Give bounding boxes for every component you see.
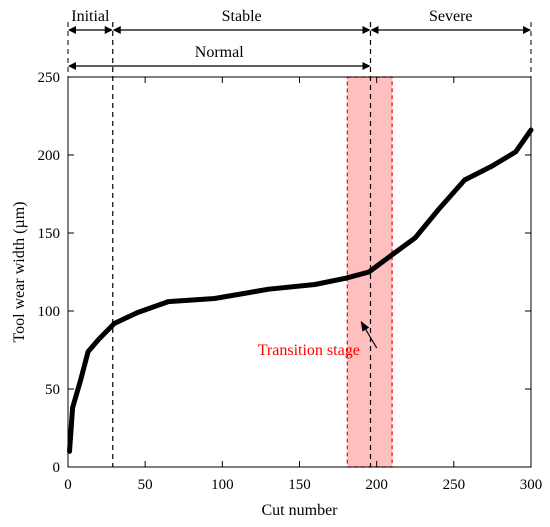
- data-point: [391, 254, 393, 256]
- stage-boundary-lines: [67, 22, 532, 467]
- stage-initial-label: Initial: [71, 8, 110, 25]
- stage-stable-label: Stable: [222, 8, 262, 25]
- data-point: [530, 129, 532, 131]
- stage-severe-arrowhead: [523, 26, 531, 34]
- data-point: [167, 301, 169, 303]
- stage-arrows: Initial Stable Severe Normal: [68, 8, 531, 70]
- x-tick-label: 50: [138, 477, 153, 493]
- data-point: [345, 277, 347, 279]
- x-tick-label: 150: [288, 477, 311, 493]
- stage-normal-arrowhead: [68, 62, 76, 70]
- y-tick-label: 250: [38, 70, 61, 86]
- stage-severe-arrowhead: [370, 26, 379, 34]
- transition-stage-arrow: [360, 321, 378, 349]
- stage-stable-arrowhead: [362, 26, 371, 34]
- x-axis-label: Cut number: [262, 502, 339, 519]
- x-tick-label: 250: [443, 477, 466, 493]
- stage-severe-label: Severe: [429, 8, 473, 25]
- data-point: [72, 407, 74, 409]
- data-point: [515, 151, 517, 153]
- x-tick-label: 0: [64, 477, 72, 493]
- y-tick-label: 0: [53, 460, 61, 476]
- stage-initial-arrowhead: [68, 26, 76, 34]
- data-point: [87, 351, 89, 353]
- data-point: [214, 298, 216, 300]
- data-point: [136, 312, 138, 314]
- data-point: [368, 271, 370, 273]
- x-tick-label: 100: [211, 477, 234, 493]
- x-tick-label: 300: [520, 477, 543, 493]
- tool-wear-points: [69, 129, 532, 452]
- stage-initial-arrowhead: [104, 26, 113, 34]
- y-tick-label: 100: [38, 304, 61, 320]
- data-point: [79, 380, 81, 382]
- x-axis-ticks: 0 50 100 150 200 250 300: [64, 77, 542, 493]
- plot-frame: [67, 76, 532, 468]
- x-tick-label: 200: [365, 477, 388, 493]
- data-point: [113, 322, 115, 324]
- data-point: [268, 288, 270, 290]
- y-tick-label: 200: [38, 148, 61, 164]
- y-axis-ticks: 0 50 100 150 200 250: [38, 70, 531, 476]
- data-point: [314, 283, 316, 285]
- y-tick-label: 150: [38, 226, 61, 242]
- y-tick-label: 50: [45, 382, 60, 398]
- stage-stable-arrowhead: [112, 26, 121, 34]
- data-point: [464, 179, 466, 181]
- data-point: [437, 209, 439, 211]
- stage-normal-label: Normal: [195, 44, 244, 61]
- data-point: [491, 165, 493, 167]
- transition-stage-label: Transition stage: [258, 342, 360, 359]
- data-point: [69, 450, 71, 452]
- y-axis-label: Tool wear width (µm): [11, 202, 28, 343]
- tool-wear-series-line: [67, 127, 534, 454]
- stage-normal-arrowhead: [362, 62, 371, 70]
- data-point: [98, 338, 100, 340]
- data-point: [414, 237, 416, 239]
